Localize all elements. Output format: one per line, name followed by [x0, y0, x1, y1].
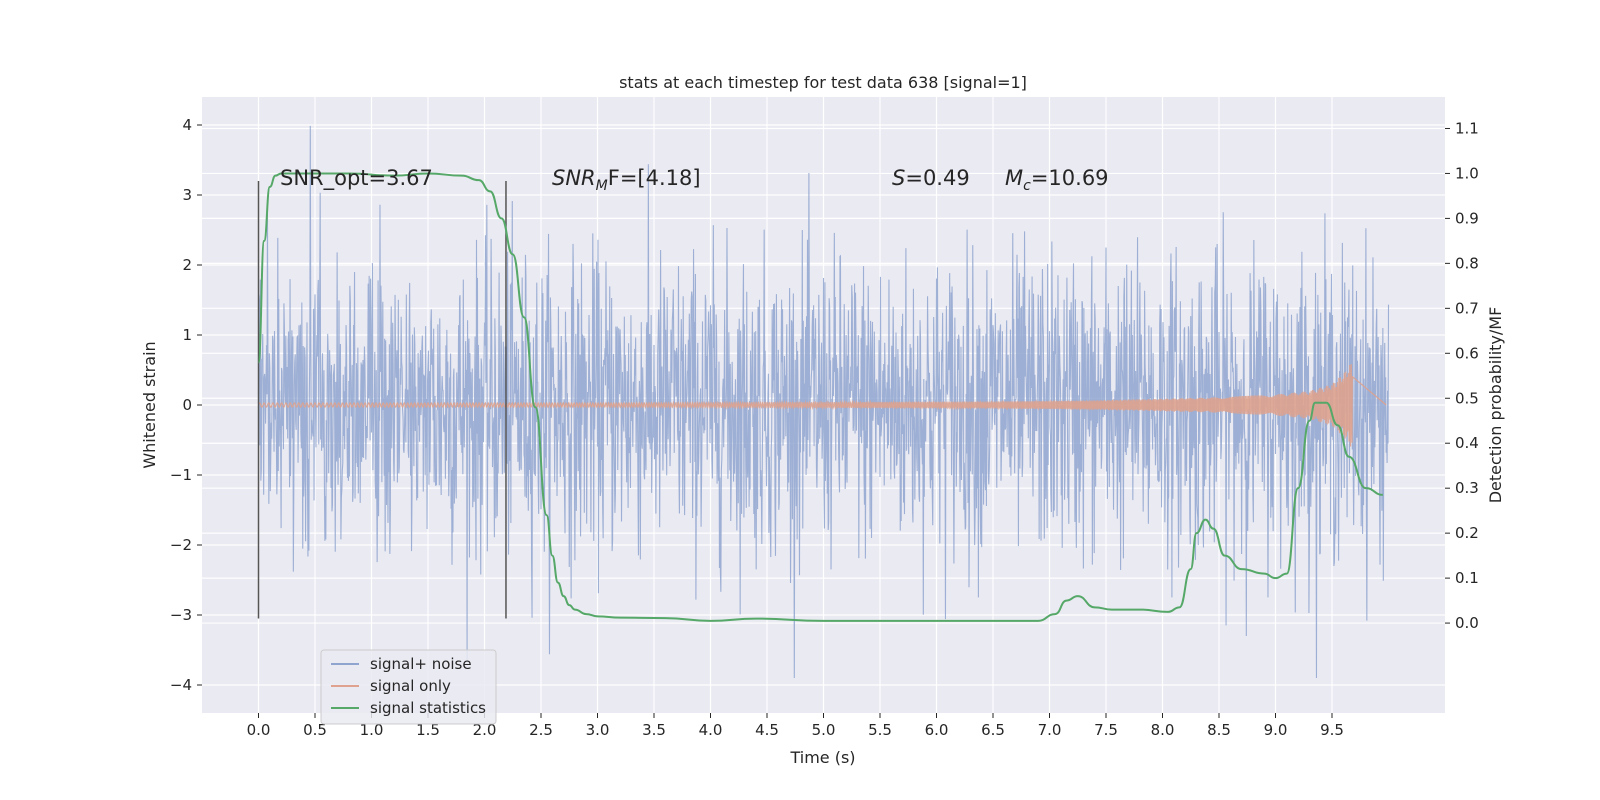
y-left-tick-label: −3	[170, 606, 192, 624]
y-left-tick-label: −4	[170, 676, 192, 694]
legend: signal+ noise signal only signal statist…	[320, 649, 497, 725]
annotation-snr-mf-sub: M	[596, 178, 608, 194]
x-tick-label: 5.0	[812, 721, 836, 739]
signal-only-line	[257, 364, 1387, 447]
y-right-tick-label: 0.4	[1455, 434, 1479, 452]
x-tick-label: 1.5	[416, 721, 440, 739]
y-left-tick-label: 0	[182, 396, 192, 414]
signal-statistics-line	[257, 172, 1383, 622]
vertical-lines	[257, 181, 507, 619]
y-left-tick-label: −1	[170, 466, 192, 484]
annotation-snr-mf-main: SNR	[552, 166, 596, 190]
x-tick-label: 6.0	[925, 721, 949, 739]
signal-noise-line	[257, 125, 1390, 679]
annotation-mc-sub: c	[1023, 178, 1031, 194]
y-right-tick-label: 0.3	[1455, 479, 1479, 497]
y-left-axis-ticks: 4 3 2 1 0 −1 −2 −3 −4	[170, 116, 202, 694]
y-right-tick-label: 1.0	[1455, 164, 1479, 182]
annotation-s-rest: =0.49	[905, 166, 969, 190]
x-tick-label: 3.0	[586, 721, 610, 739]
legend-box	[320, 649, 497, 725]
legend-label-signal-noise: signal+ noise	[370, 655, 472, 673]
y-left-tick-label: 3	[182, 186, 192, 204]
annotation-snr-mf-rest: F=[4.18]	[608, 166, 701, 190]
x-tick-label: 8.0	[1151, 721, 1175, 739]
annotation-snr-opt: SNR_opt=3.67	[280, 166, 433, 191]
chart-title: stats at each timestep for test data 638…	[619, 73, 1027, 92]
y-left-axis-label: Whitened strain	[140, 341, 159, 468]
series-signal-noise	[257, 125, 1390, 679]
annotation-s: S=0.49	[892, 166, 970, 190]
x-tick-label: 2.5	[529, 721, 553, 739]
legend-label-signal-only: signal only	[370, 677, 451, 695]
annotation-mc: Mc=10.69	[1005, 166, 1109, 194]
annotation-snr-mf: SNRMF=[4.18]	[552, 166, 701, 194]
x-axis-ticks: 0.0 0.5 1.0 1.5 2.0 2.5 3.0 3.5 4.0 4.5 5.0 5.5 6.0 6…	[247, 713, 1344, 739]
x-axis-label: Time (s)	[789, 748, 855, 767]
x-tick-label: 6.5	[981, 721, 1005, 739]
y-right-tick-label: 1.1	[1455, 119, 1479, 137]
legend-label-signal-statistics: signal statistics	[370, 699, 486, 717]
y-right-axis-label: Detection probability/MF	[1486, 307, 1505, 504]
x-tick-label: 7.5	[1094, 721, 1118, 739]
y-right-tick-label: 0.6	[1455, 344, 1479, 362]
series-signal-statistics	[257, 172, 1383, 622]
annotation-s-main: S	[892, 166, 905, 190]
x-tick-label: 2.0	[473, 721, 497, 739]
y-right-tick-label: 0.2	[1455, 524, 1479, 542]
x-tick-label: 7.0	[1038, 721, 1062, 739]
x-tick-label: 3.5	[642, 721, 666, 739]
y-left-tick-label: −2	[170, 536, 192, 554]
y-left-tick-label: 4	[182, 116, 192, 134]
y-left-tick-label: 2	[182, 256, 192, 274]
x-tick-label: 5.5	[868, 721, 892, 739]
y-right-tick-label: 0.7	[1455, 299, 1479, 317]
x-tick-label: 9.0	[1264, 721, 1288, 739]
y-right-tick-label: 0.1	[1455, 569, 1479, 587]
x-tick-label: 4.5	[755, 721, 779, 739]
x-tick-label: 0.0	[247, 721, 271, 739]
y-right-tick-label: 0.9	[1455, 209, 1479, 227]
x-tick-label: 9.5	[1320, 721, 1344, 739]
annotation-mc-rest: =10.69	[1031, 166, 1109, 190]
series-signal-only	[257, 364, 1387, 447]
annotation-mc-main: M	[1005, 166, 1023, 190]
annotations: SNR_opt=3.67 SNRMF=[4.18] S=0.49 Mc=10.6…	[280, 166, 1109, 194]
y-left-tick-label: 1	[182, 326, 192, 344]
x-tick-label: 4.0	[699, 721, 723, 739]
y-right-axis-ticks: 1.1 1.0 0.9 0.8 0.7 0.6 0.5 0.4 0.3 0.2 0.1 0.0	[1445, 119, 1479, 632]
y-right-tick-label: 0.0	[1455, 614, 1479, 632]
x-tick-label: 0.5	[303, 721, 327, 739]
y-right-tick-label: 0.8	[1455, 254, 1479, 272]
y-right-tick-label: 0.5	[1455, 389, 1479, 407]
x-tick-label: 1.0	[360, 721, 384, 739]
x-tick-label: 8.5	[1207, 721, 1231, 739]
